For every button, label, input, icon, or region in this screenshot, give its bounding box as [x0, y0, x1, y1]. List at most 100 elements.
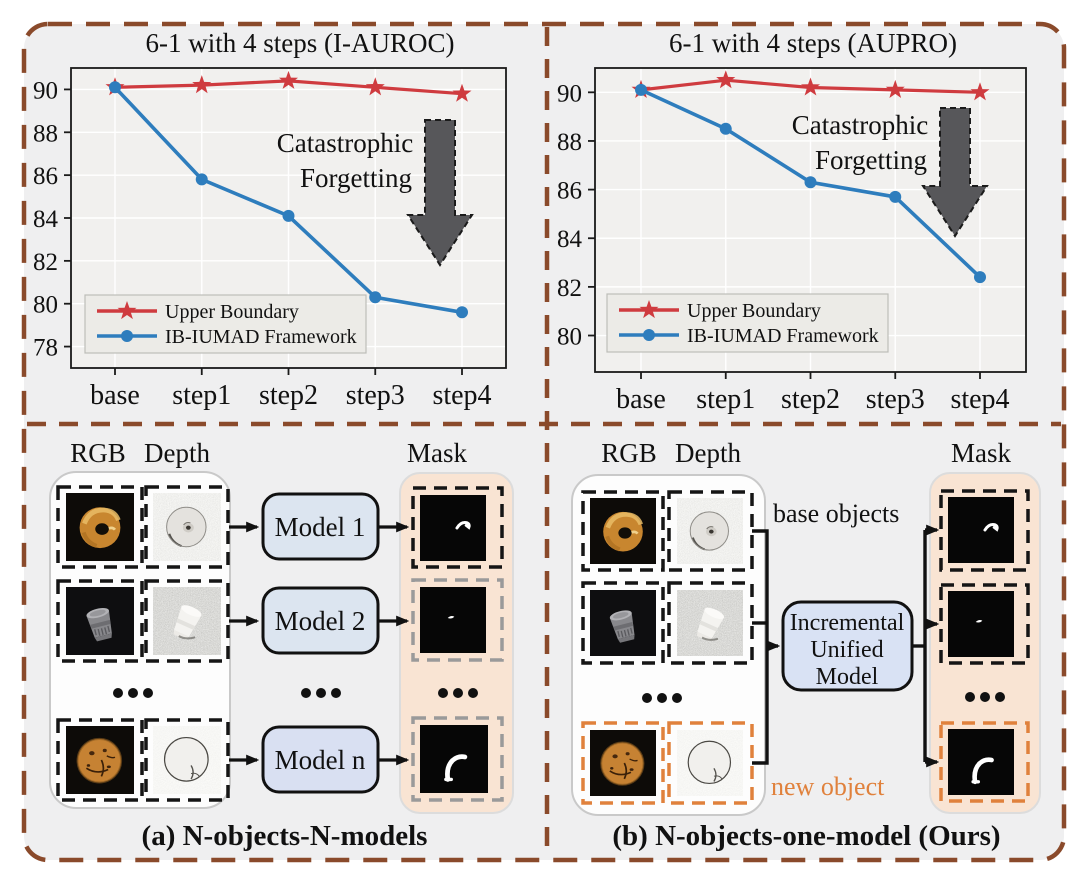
y-tick-label: 86: [33, 163, 58, 190]
ellipsis-dots-inputs: [113, 688, 153, 698]
cap-depth-image: [677, 590, 743, 656]
mask-box-2: [939, 583, 1030, 665]
rgb-box-cap: [56, 579, 144, 663]
rgb-box-cookie-new: [581, 721, 665, 805]
rgb-box-bagel: [581, 490, 665, 572]
rgb-box-cap: [581, 581, 665, 665]
mask-image-n: [420, 725, 488, 793]
svg-text:Forgetting: Forgetting: [300, 163, 412, 193]
cap-rgb-image: [66, 587, 134, 655]
model-1-box: Model 1: [261, 492, 380, 561]
diagram-n-objects-one-model: RGB Depth Mask base objects new object: [571, 438, 1041, 816]
depth-box-bagel: [144, 485, 230, 569]
cap-rgb-image: [590, 590, 656, 656]
input-bus-lines: [752, 529, 781, 765]
legend: Upper Boundary IB-IUMAD Framework: [606, 293, 889, 353]
column-header-mask: Mask: [407, 438, 467, 468]
x-tick-label: step4: [950, 384, 1009, 415]
mask-box-n: [411, 716, 504, 802]
flow-arrows: [229, 521, 410, 766]
y-tick-label: 84: [33, 206, 59, 233]
model-line-3: Model: [816, 664, 879, 690]
y-tick-label: 80: [33, 292, 58, 319]
caption-b: (b) N-objects-one-model (Ours): [612, 820, 1001, 852]
depth-box-cap: [667, 581, 754, 665]
legend-label: IB-IUMAD Framework: [687, 325, 879, 347]
svg-text:Catastrophic: Catastrophic: [792, 110, 928, 140]
depth-box-cookie-new: [667, 721, 754, 805]
bagel-rgb-image: [66, 493, 134, 561]
x-tick-label: step1: [172, 380, 231, 411]
x-tick-label: base: [90, 380, 140, 411]
catastrophic-forgetting-annotation: Catastrophic Forgetting: [277, 119, 474, 267]
x-tick-label: step4: [432, 380, 491, 411]
column-header-rgb: RGB: [601, 438, 657, 468]
chart-title: 6-1 with 4 steps (AUPRO): [669, 28, 957, 58]
column-header-depth: Depth: [144, 438, 210, 468]
svg-text:Forgetting: Forgetting: [815, 145, 927, 175]
cookie-rgb-image: [590, 730, 656, 796]
mask-image-2: [948, 591, 1014, 657]
model-n-label: Model n: [275, 745, 366, 775]
axes: 80 82 84 86 88 90 base step1 step2 step3 step4: [557, 67, 1027, 415]
y-tick-label: 84: [557, 226, 583, 253]
series-ib-iumad-framework: [635, 83, 986, 284]
diagram-n-objects-n-models: RGB Depth Mask Model 1 Model 2: [49, 438, 514, 814]
y-tick-label: 86: [557, 178, 582, 205]
mask-image-2: [420, 587, 486, 653]
model-2-box: Model 2: [261, 586, 380, 655]
rgb-box-cookie: [56, 718, 144, 802]
mask-image-new: [948, 729, 1014, 795]
model-1-label: Model 1: [275, 512, 366, 542]
x-tick-label: step2: [781, 384, 840, 415]
output-bus-lines: [912, 524, 940, 768]
bagel-depth-image: [153, 493, 221, 561]
y-tick-label: 80: [557, 324, 582, 351]
depth-box-bagel: [667, 490, 754, 572]
mask-image-1: [948, 497, 1014, 563]
legend: Upper Boundary IB-IUMAD Framework: [84, 294, 367, 354]
bagel-rgb-image: [590, 498, 656, 564]
y-tick-label: 90: [557, 80, 582, 107]
iauroc-chart: 78 80 82 84 86 88 90 base step1 step2 step3 step4 6-…: [33, 28, 507, 411]
axes: 78 80 82 84 86 88 90 base step1 step2 step3 step4: [33, 67, 507, 411]
catastrophic-forgetting-annotation: Catastrophic Forgetting: [792, 107, 989, 238]
column-header-rgb: RGB: [70, 438, 126, 468]
x-tick-label: step1: [696, 384, 755, 415]
y-tick-label: 88: [557, 129, 582, 156]
cap-depth-image: [153, 587, 221, 655]
column-header-mask: Mask: [951, 438, 1011, 468]
cookie-depth-image: [153, 726, 221, 794]
base-objects-label: base objects: [773, 499, 899, 528]
x-tick-label: step3: [346, 380, 405, 411]
model-n-box: Model n: [261, 725, 380, 794]
model-line-1: Incremental: [790, 610, 905, 636]
legend-label: IB-IUMAD Framework: [165, 326, 357, 348]
y-tick-label: 82: [557, 275, 582, 302]
ellipsis-dots-masks: [965, 692, 1005, 702]
ellipsis-dots-masks: [438, 688, 478, 698]
new-object-label: new object: [771, 772, 885, 801]
caption-a: (a) N-objects-N-models: [141, 820, 428, 852]
x-tick-label: base: [616, 384, 666, 415]
y-tick-label: 78: [33, 335, 58, 362]
svg-text:Catastrophic: Catastrophic: [277, 128, 413, 158]
y-tick-label: 88: [33, 120, 58, 147]
series-ib-iumad-framework: [109, 81, 468, 319]
mask-image-1: [420, 495, 486, 561]
legend-label: Upper Boundary: [165, 301, 299, 323]
ellipsis-dots-models: [301, 688, 341, 698]
incremental-unified-model-box: Incremental Unified Model: [781, 600, 914, 692]
cookie-rgb-image: [66, 726, 134, 794]
rgb-box-bagel: [56, 485, 144, 569]
x-tick-label: step3: [866, 384, 925, 415]
x-tick-label: step2: [259, 380, 318, 411]
legend-label: Upper Boundary: [687, 300, 821, 322]
down-arrow-icon: [921, 107, 989, 238]
depth-box-cap: [144, 579, 230, 663]
ellipsis-dots-inputs: [642, 693, 682, 703]
column-header-depth: Depth: [675, 438, 741, 468]
depth-box-cookie: [144, 718, 230, 802]
mask-box-new: [939, 721, 1030, 803]
